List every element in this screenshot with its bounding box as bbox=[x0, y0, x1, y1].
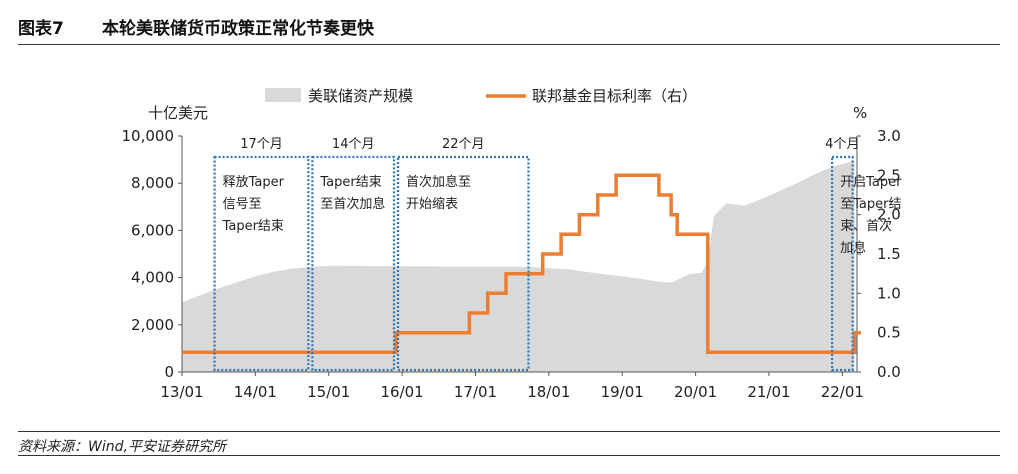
right-tick-label: 0.0 bbox=[877, 363, 901, 381]
figure-header: 图表7 本轮美联储货币政策正常化节奏更快 bbox=[18, 14, 1000, 39]
left-tick-label: 4,000 bbox=[131, 269, 174, 287]
annotation-text: Taper结束 bbox=[319, 175, 381, 190]
annotation-box bbox=[213, 155, 310, 372]
annotation-text: 首次加息至 bbox=[406, 174, 471, 190]
annotation-period: 22个月 bbox=[442, 137, 485, 152]
annotation-text: 开始缩表 bbox=[406, 196, 458, 212]
top-rule bbox=[18, 44, 1000, 45]
right-tick-label: 2.0 bbox=[877, 206, 901, 224]
right-tick-label: 3.0 bbox=[877, 127, 901, 145]
x-tick-label: 13/01 bbox=[160, 383, 203, 401]
figure-title: 本轮美联储货币政策正常化节奏更快 bbox=[102, 19, 374, 39]
line-series-fed-funds-rate bbox=[182, 173, 861, 355]
annotation-box bbox=[311, 155, 396, 372]
legend-swatch-area bbox=[265, 88, 301, 102]
area-series-fed-assets bbox=[182, 160, 855, 372]
annotation-period: 4个月 bbox=[825, 137, 859, 152]
figure-label: 图表7 bbox=[18, 19, 64, 39]
x-tick-label: 17/01 bbox=[454, 383, 497, 401]
annotation-text: 束、首次 bbox=[840, 218, 892, 234]
right-tick-label: 1.5 bbox=[877, 245, 901, 263]
x-tick-label: 14/01 bbox=[234, 383, 277, 401]
annotation-text: Taper结束 bbox=[222, 219, 284, 234]
annotation-text: 开启Taper bbox=[840, 175, 902, 190]
annotation-box bbox=[830, 155, 854, 372]
annotation-text: 至Taper结 bbox=[840, 197, 901, 212]
right-tick-label: 0.5 bbox=[877, 324, 901, 342]
annotation-text: 释放Taper bbox=[223, 175, 285, 190]
annotation-period: 14个月 bbox=[332, 137, 375, 152]
left-tick-label: 0 bbox=[164, 363, 174, 381]
source-note: 资料来源：Wind,平安证券研究所 bbox=[18, 439, 226, 455]
right-tick-label: 1.0 bbox=[877, 284, 901, 302]
annotation-text: 加息 bbox=[840, 240, 866, 256]
bottom-rule-2 bbox=[18, 455, 1000, 456]
legend-label-line: 联邦基金目标利率（右） bbox=[532, 87, 697, 105]
annotation-text: 至首次加息 bbox=[320, 196, 385, 212]
left-tick-label: 2,000 bbox=[131, 316, 174, 334]
annotation-period: 17个月 bbox=[240, 137, 283, 152]
right-tick-label: 2.5 bbox=[877, 166, 901, 184]
bottom-rule bbox=[18, 431, 1000, 432]
x-tick-label: 21/01 bbox=[747, 383, 790, 401]
left-tick-label: 8,000 bbox=[131, 174, 174, 192]
x-tick-label: 16/01 bbox=[380, 383, 423, 401]
left-tick-label: 10,000 bbox=[122, 127, 175, 145]
annotation-text: 信号至 bbox=[223, 197, 262, 212]
left-axis-unit: 十亿美元 bbox=[148, 104, 208, 122]
right-axis-unit: % bbox=[853, 104, 867, 122]
annotation-box bbox=[396, 155, 530, 372]
x-tick-label: 20/01 bbox=[674, 383, 717, 401]
x-tick-label: 18/01 bbox=[527, 383, 570, 401]
legend-label-area: 美联储资产规模 bbox=[308, 87, 413, 105]
x-tick-label: 22/01 bbox=[821, 383, 864, 401]
x-tick-label: 19/01 bbox=[601, 383, 644, 401]
x-tick-label: 15/01 bbox=[307, 383, 350, 401]
left-tick-label: 6,000 bbox=[131, 221, 174, 239]
